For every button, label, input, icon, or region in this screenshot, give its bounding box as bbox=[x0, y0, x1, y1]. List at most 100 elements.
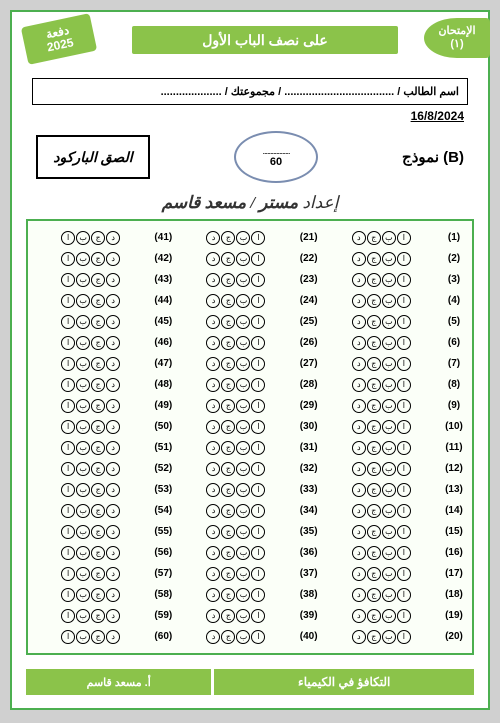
answer-bubble[interactable]: ا bbox=[251, 546, 265, 560]
answer-bubble[interactable]: ا bbox=[397, 315, 411, 329]
answer-bubble[interactable]: د bbox=[206, 315, 220, 329]
answer-bubble[interactable]: ا bbox=[61, 588, 75, 602]
answer-bubble[interactable]: ا bbox=[397, 420, 411, 434]
answer-bubble[interactable]: ج bbox=[91, 483, 105, 497]
answer-bubble[interactable]: د bbox=[352, 441, 366, 455]
answer-bubble[interactable]: ج bbox=[367, 567, 381, 581]
answer-bubble[interactable]: ب bbox=[76, 441, 90, 455]
answer-bubble[interactable]: ج bbox=[221, 567, 235, 581]
answer-bubble[interactable]: ب bbox=[76, 609, 90, 623]
answer-bubble[interactable]: ب bbox=[76, 420, 90, 434]
answer-bubble[interactable]: ا bbox=[251, 294, 265, 308]
answer-bubble[interactable]: ج bbox=[91, 567, 105, 581]
answer-bubble[interactable]: د bbox=[352, 630, 366, 644]
answer-bubble[interactable]: ب bbox=[76, 231, 90, 245]
answer-bubble[interactable]: ب bbox=[382, 231, 396, 245]
answer-bubble[interactable]: د bbox=[106, 420, 120, 434]
answer-bubble[interactable]: ب bbox=[76, 252, 90, 266]
answer-bubble[interactable]: ج bbox=[367, 378, 381, 392]
answer-bubble[interactable]: ب bbox=[382, 567, 396, 581]
answer-bubble[interactable]: ج bbox=[91, 441, 105, 455]
answer-bubble[interactable]: ا bbox=[61, 630, 75, 644]
answer-bubble[interactable]: ج bbox=[367, 399, 381, 413]
answer-bubble[interactable]: ا bbox=[251, 441, 265, 455]
answer-bubble[interactable]: د bbox=[352, 525, 366, 539]
answer-bubble[interactable]: ا bbox=[61, 525, 75, 539]
answer-bubble[interactable]: ج bbox=[221, 609, 235, 623]
answer-bubble[interactable]: د bbox=[206, 399, 220, 413]
answer-bubble[interactable]: ا bbox=[61, 567, 75, 581]
answer-bubble[interactable]: ج bbox=[91, 399, 105, 413]
answer-bubble[interactable]: ب bbox=[76, 525, 90, 539]
answer-bubble[interactable]: ج bbox=[367, 252, 381, 266]
answer-bubble[interactable]: ب bbox=[236, 378, 250, 392]
answer-bubble[interactable]: ب bbox=[76, 588, 90, 602]
answer-bubble[interactable]: ا bbox=[397, 504, 411, 518]
answer-bubble[interactable]: د bbox=[352, 378, 366, 392]
answer-bubble[interactable]: د bbox=[206, 630, 220, 644]
answer-bubble[interactable]: ج bbox=[91, 588, 105, 602]
answer-bubble[interactable]: ب bbox=[382, 588, 396, 602]
answer-bubble[interactable]: ا bbox=[61, 441, 75, 455]
answer-bubble[interactable]: ج bbox=[221, 273, 235, 287]
answer-bubble[interactable]: ج bbox=[221, 441, 235, 455]
answer-bubble[interactable]: ب bbox=[236, 588, 250, 602]
answer-bubble[interactable]: ا bbox=[61, 504, 75, 518]
answer-bubble[interactable]: ب bbox=[382, 378, 396, 392]
answer-bubble[interactable]: ج bbox=[367, 294, 381, 308]
answer-bubble[interactable]: ا bbox=[397, 609, 411, 623]
answer-bubble[interactable]: د bbox=[352, 252, 366, 266]
answer-bubble[interactable]: ج bbox=[221, 399, 235, 413]
answer-bubble[interactable]: ا bbox=[397, 231, 411, 245]
answer-bubble[interactable]: د bbox=[106, 441, 120, 455]
answer-bubble[interactable]: ج bbox=[367, 588, 381, 602]
answer-bubble[interactable]: ا bbox=[251, 231, 265, 245]
answer-bubble[interactable]: ج bbox=[221, 315, 235, 329]
answer-bubble[interactable]: ا bbox=[61, 420, 75, 434]
answer-bubble[interactable]: ا bbox=[61, 336, 75, 350]
answer-bubble[interactable]: د bbox=[352, 609, 366, 623]
answer-bubble[interactable]: ا bbox=[251, 399, 265, 413]
answer-bubble[interactable]: ب bbox=[236, 609, 250, 623]
answer-bubble[interactable]: ج bbox=[221, 630, 235, 644]
answer-bubble[interactable]: ج bbox=[221, 252, 235, 266]
answer-bubble[interactable]: ب bbox=[236, 231, 250, 245]
answer-bubble[interactable]: ا bbox=[251, 420, 265, 434]
answer-bubble[interactable]: ا bbox=[61, 357, 75, 371]
answer-bubble[interactable]: ب bbox=[382, 420, 396, 434]
answer-bubble[interactable]: د bbox=[106, 462, 120, 476]
answer-bubble[interactable]: ا bbox=[61, 273, 75, 287]
answer-bubble[interactable]: ج bbox=[367, 441, 381, 455]
answer-bubble[interactable]: ب bbox=[382, 294, 396, 308]
answer-bubble[interactable]: ج bbox=[91, 378, 105, 392]
answer-bubble[interactable]: د bbox=[106, 336, 120, 350]
answer-bubble[interactable]: د bbox=[352, 420, 366, 434]
answer-bubble[interactable]: ا bbox=[251, 504, 265, 518]
answer-bubble[interactable]: ب bbox=[76, 336, 90, 350]
answer-bubble[interactable]: د bbox=[352, 231, 366, 245]
answer-bubble[interactable]: ا bbox=[397, 357, 411, 371]
answer-bubble[interactable]: د bbox=[106, 630, 120, 644]
answer-bubble[interactable]: ب bbox=[76, 357, 90, 371]
answer-bubble[interactable]: ا bbox=[397, 630, 411, 644]
answer-bubble[interactable]: د bbox=[352, 336, 366, 350]
answer-bubble[interactable]: ا bbox=[251, 630, 265, 644]
answer-bubble[interactable]: د bbox=[206, 567, 220, 581]
answer-bubble[interactable]: ج bbox=[91, 357, 105, 371]
answer-bubble[interactable]: ا bbox=[251, 336, 265, 350]
answer-bubble[interactable]: د bbox=[206, 294, 220, 308]
answer-bubble[interactable]: ج bbox=[91, 546, 105, 560]
answer-bubble[interactable]: ب bbox=[382, 525, 396, 539]
answer-bubble[interactable]: ب bbox=[76, 378, 90, 392]
answer-bubble[interactable]: ا bbox=[61, 399, 75, 413]
answer-bubble[interactable]: ا bbox=[61, 546, 75, 560]
answer-bubble[interactable]: ب bbox=[76, 273, 90, 287]
answer-bubble[interactable]: ج bbox=[367, 546, 381, 560]
answer-bubble[interactable]: د bbox=[352, 294, 366, 308]
answer-bubble[interactable]: ا bbox=[61, 378, 75, 392]
answer-bubble[interactable]: ج bbox=[221, 504, 235, 518]
answer-bubble[interactable]: د bbox=[206, 231, 220, 245]
answer-bubble[interactable]: ج bbox=[367, 315, 381, 329]
answer-bubble[interactable]: ا bbox=[397, 567, 411, 581]
answer-bubble[interactable]: ب bbox=[236, 399, 250, 413]
